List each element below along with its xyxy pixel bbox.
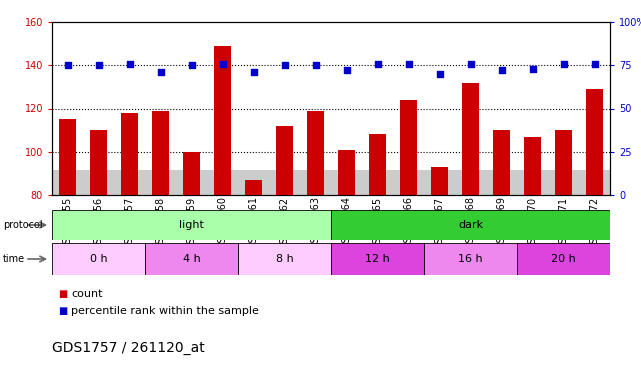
Bar: [486, 170, 517, 195]
Point: [528, 66, 538, 72]
Bar: [52, 170, 83, 195]
Text: 16 h: 16 h: [458, 254, 483, 264]
Bar: [431, 167, 448, 195]
Bar: [393, 170, 424, 195]
Point: [155, 69, 165, 75]
Bar: [114, 170, 145, 195]
Point: [279, 62, 290, 68]
Text: 12 h: 12 h: [365, 254, 390, 264]
Bar: [424, 170, 455, 195]
Bar: [331, 243, 424, 275]
Text: count: count: [71, 289, 103, 299]
Point: [310, 62, 320, 68]
Bar: [369, 135, 386, 195]
Bar: [276, 126, 293, 195]
Point: [217, 60, 228, 66]
Text: GDS1757 / 261120_at: GDS1757 / 261120_at: [52, 341, 204, 355]
Point: [403, 60, 413, 66]
Bar: [176, 170, 207, 195]
Bar: [579, 170, 610, 195]
Text: 0 h: 0 h: [90, 254, 107, 264]
Point: [558, 60, 569, 66]
Bar: [52, 243, 145, 275]
Bar: [207, 170, 238, 195]
Point: [496, 68, 506, 74]
Bar: [517, 243, 610, 275]
Bar: [238, 243, 331, 275]
Bar: [586, 89, 603, 195]
Bar: [238, 170, 269, 195]
Bar: [269, 170, 300, 195]
Bar: [548, 170, 579, 195]
Point: [187, 62, 197, 68]
Point: [62, 62, 72, 68]
Bar: [462, 82, 479, 195]
Bar: [400, 100, 417, 195]
Text: protocol: protocol: [3, 220, 43, 230]
Bar: [121, 113, 138, 195]
Bar: [455, 170, 486, 195]
Bar: [90, 130, 107, 195]
Bar: [493, 130, 510, 195]
Text: light: light: [179, 220, 204, 230]
Text: percentile rank within the sample: percentile rank within the sample: [71, 306, 259, 316]
Text: 4 h: 4 h: [183, 254, 201, 264]
Bar: [362, 170, 393, 195]
Point: [372, 60, 383, 66]
Point: [342, 68, 352, 74]
Bar: [52, 210, 331, 240]
Bar: [83, 170, 114, 195]
Bar: [59, 119, 76, 195]
Bar: [145, 243, 238, 275]
Bar: [307, 111, 324, 195]
Point: [94, 62, 104, 68]
Bar: [300, 170, 331, 195]
Point: [435, 71, 445, 77]
Bar: [338, 150, 355, 195]
Bar: [517, 170, 548, 195]
Point: [589, 60, 599, 66]
Bar: [245, 180, 262, 195]
Point: [124, 60, 135, 66]
Bar: [331, 170, 362, 195]
Bar: [152, 111, 169, 195]
Bar: [424, 243, 517, 275]
Text: ■: ■: [58, 289, 68, 299]
Point: [248, 69, 258, 75]
Bar: [214, 46, 231, 195]
Bar: [524, 136, 541, 195]
Bar: [183, 152, 200, 195]
Text: ■: ■: [58, 306, 68, 316]
Text: dark: dark: [458, 220, 483, 230]
Bar: [331, 210, 610, 240]
Point: [465, 60, 476, 66]
Text: 8 h: 8 h: [276, 254, 294, 264]
Text: 20 h: 20 h: [551, 254, 576, 264]
Bar: [145, 170, 176, 195]
Text: time: time: [3, 254, 26, 264]
Bar: [555, 130, 572, 195]
